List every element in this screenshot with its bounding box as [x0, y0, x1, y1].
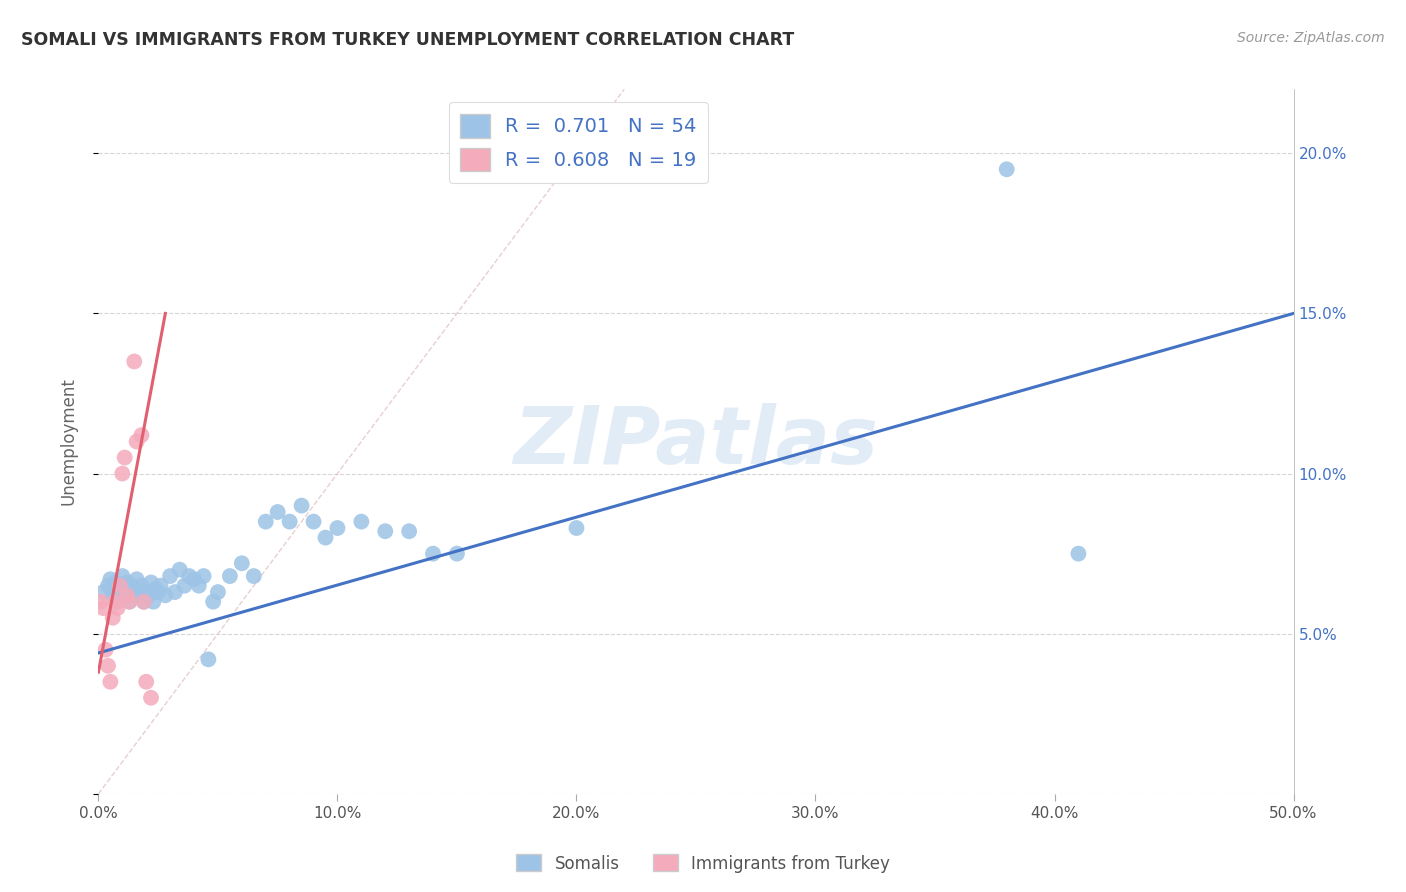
Point: [278, 515, 301, 529]
Point: [128, 585, 150, 599]
Point: [104, 595, 127, 609]
Point: [231, 556, 253, 570]
Point: [350, 515, 373, 529]
Point: [398, 524, 420, 539]
Point: [118, 595, 141, 609]
Y-axis label: Unemployment: Unemployment: [59, 377, 77, 506]
Point: [118, 595, 141, 609]
Point: [193, 569, 215, 583]
Point: [107, 595, 129, 609]
Point: [114, 450, 136, 465]
Point: [101, 610, 124, 624]
Point: [101, 588, 124, 602]
Point: [173, 579, 195, 593]
Point: [302, 515, 325, 529]
Point: [326, 521, 349, 535]
Point: [114, 585, 136, 599]
Point: [138, 588, 160, 602]
Legend: R =  0.701   N = 54, R =  0.608   N = 19: R = 0.701 N = 54, R = 0.608 N = 19: [449, 103, 709, 183]
Point: [183, 572, 205, 586]
Point: [124, 354, 146, 368]
Point: [446, 547, 468, 561]
Point: [163, 585, 186, 599]
Point: [315, 531, 337, 545]
Point: [91, 585, 114, 599]
Text: Source: ZipAtlas.com: Source: ZipAtlas.com: [1237, 31, 1385, 45]
Point: [125, 434, 148, 449]
Point: [254, 515, 277, 529]
Point: [97, 658, 120, 673]
Point: [104, 575, 127, 590]
Point: [98, 674, 122, 689]
Point: [135, 674, 157, 689]
Point: [207, 585, 229, 599]
Point: [202, 595, 225, 609]
Point: [111, 467, 134, 481]
Point: [131, 579, 153, 593]
Point: [291, 499, 314, 513]
Text: SOMALI VS IMMIGRANTS FROM TURKEY UNEMPLOYMENT CORRELATION CHART: SOMALI VS IMMIGRANTS FROM TURKEY UNEMPLO…: [21, 31, 794, 49]
Point: [142, 595, 165, 609]
Point: [159, 569, 181, 583]
Point: [115, 575, 138, 590]
Point: [111, 569, 134, 583]
Point: [98, 572, 122, 586]
Text: ZIPatlas: ZIPatlas: [513, 402, 879, 481]
Point: [132, 595, 155, 609]
Point: [149, 579, 172, 593]
Point: [374, 524, 396, 539]
Point: [94, 642, 117, 657]
Legend: Somalis, Immigrants from Turkey: Somalis, Immigrants from Turkey: [509, 847, 897, 880]
Point: [125, 572, 148, 586]
Point: [565, 521, 588, 535]
Point: [243, 569, 266, 583]
Point: [145, 582, 167, 596]
Point: [155, 588, 177, 602]
Point: [91, 601, 114, 615]
Point: [169, 563, 191, 577]
Point: [139, 575, 162, 590]
Point: [1067, 547, 1090, 561]
Point: [108, 582, 131, 596]
Point: [121, 579, 143, 593]
Point: [139, 690, 162, 705]
Point: [197, 652, 219, 666]
Point: [187, 579, 209, 593]
Point: [108, 579, 131, 593]
Point: [148, 585, 170, 599]
Point: [135, 585, 157, 599]
Point: [422, 547, 444, 561]
Point: [995, 162, 1018, 177]
Point: [132, 595, 155, 609]
Point: [115, 588, 138, 602]
Point: [107, 601, 129, 615]
Point: [90, 595, 112, 609]
Point: [97, 579, 120, 593]
Point: [131, 428, 153, 442]
Point: [124, 588, 146, 602]
Point: [179, 569, 201, 583]
Point: [267, 505, 290, 519]
Point: [219, 569, 242, 583]
